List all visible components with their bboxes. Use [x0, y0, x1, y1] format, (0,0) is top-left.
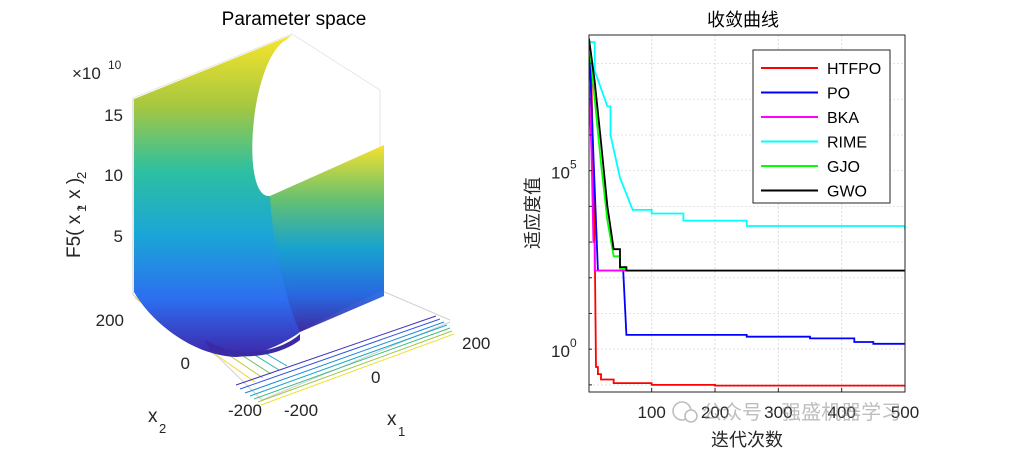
legend-label: PO	[827, 86, 850, 103]
svg-text:x: x	[148, 406, 158, 427]
series-line-htfpo	[589, 42, 905, 387]
x-axis-label: x 1	[387, 409, 405, 439]
svg-text:2: 2	[159, 421, 166, 436]
x-tick-label: 300	[764, 403, 792, 422]
ticks	[589, 63, 906, 392]
legend-label: GWO	[827, 184, 867, 201]
surface-right-slope	[270, 146, 384, 332]
surface-front-wall	[134, 35, 300, 357]
y-tick-label: 10 5	[551, 158, 577, 183]
x-tick-label: 400	[827, 403, 855, 422]
z-tick-label: 15	[104, 106, 123, 125]
x-tick-label: 500	[891, 403, 919, 422]
z-tick-label: 5	[114, 227, 123, 246]
legend-label: BKA	[827, 110, 859, 127]
y-tick-label: 10 0	[551, 336, 577, 361]
svg-text:公众号 · 强盛机器学习: 公众号 · 强盛机器学习	[702, 400, 901, 424]
svg-text:5: 5	[570, 158, 577, 172]
legend-label: GJO	[827, 159, 860, 176]
y-tick-label: -200	[228, 401, 262, 420]
series-line-rime	[589, 41, 905, 230]
y-axis-label: 适应度值	[523, 177, 544, 249]
z-exponent: ×10 10	[72, 58, 122, 83]
svg-text:x: x	[387, 409, 397, 430]
svg-text:F5( x , x ): F5( x , x )	[64, 178, 85, 258]
y-axis-label: x 2	[148, 406, 166, 436]
watermark: 公众号 · 强盛机器学习	[672, 400, 901, 424]
x-tick-label: 200	[462, 334, 490, 353]
legend: HTFPO PO BKA RIME GJO GWO	[752, 49, 891, 204]
y-tick-label: 200	[96, 311, 124, 330]
svg-text:10: 10	[108, 58, 122, 72]
svg-text:10: 10	[551, 164, 570, 183]
svg-text:×10: ×10	[72, 64, 101, 83]
svg-text:10: 10	[551, 342, 570, 361]
surface-title: Parameter space	[222, 9, 367, 30]
svg-text:1: 1	[398, 424, 405, 439]
legend-label: HTFPO	[827, 61, 881, 78]
z-axis-label: F5( x , x ) 1 2	[64, 172, 89, 258]
svg-text:2: 2	[74, 172, 89, 179]
legend-label: RIME	[827, 135, 867, 152]
z-tick-label: 10	[104, 166, 123, 185]
x-tick-label: 0	[371, 368, 380, 387]
y-tick-label: 0	[181, 354, 190, 373]
svg-text:0: 0	[570, 336, 577, 350]
x-tick-label: -200	[284, 401, 318, 420]
x-tick-label: 100	[638, 403, 666, 422]
x-axis-label: 迭代次数	[711, 430, 783, 451]
convergence-plot: 收敛曲线 100 200 300 400 500 10 0 10 5 迭代次数 …	[523, 10, 919, 451]
series-lines	[589, 38, 905, 387]
series-line-gwo	[589, 38, 905, 272]
surface-plot: 15 10 5 200 0 -200 -200 0 200 ×10 10 Par…	[64, 9, 490, 439]
convergence-title: 收敛曲线	[707, 10, 779, 31]
svg-text:1: 1	[74, 205, 89, 212]
x-tick-label: 200	[701, 403, 729, 422]
